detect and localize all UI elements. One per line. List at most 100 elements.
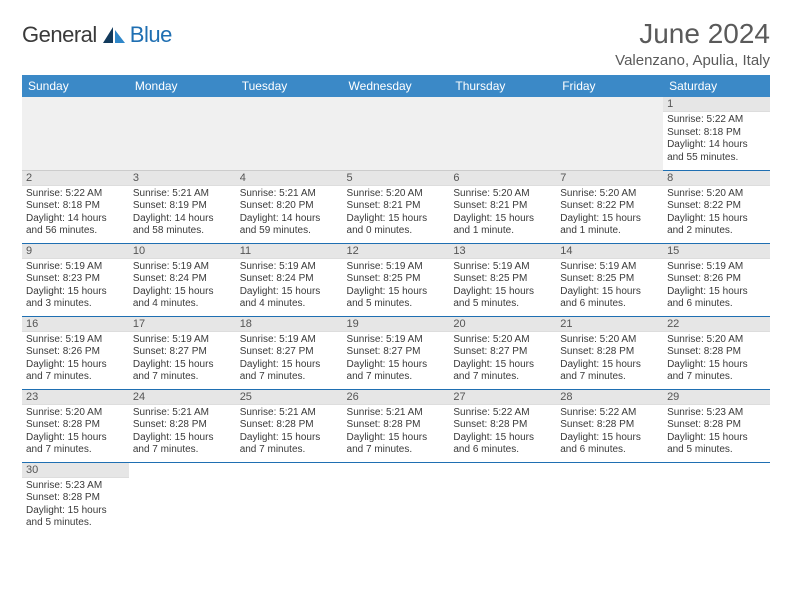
daylight-line: Daylight: 15 hours and 7 minutes. bbox=[560, 359, 659, 384]
sunrise-line: Sunrise: 5:19 AM bbox=[347, 261, 446, 274]
calendar-cell: 21Sunrise: 5:20 AMSunset: 8:28 PMDayligh… bbox=[556, 316, 663, 389]
cell-body: Sunrise: 5:19 AMSunset: 8:25 PMDaylight:… bbox=[449, 259, 556, 315]
calendar-cell: 6Sunrise: 5:20 AMSunset: 8:21 PMDaylight… bbox=[449, 170, 556, 243]
sunset-line: Sunset: 8:28 PM bbox=[667, 419, 766, 432]
sunrise-line: Sunrise: 5:20 AM bbox=[347, 188, 446, 201]
calendar-cell: 11Sunrise: 5:19 AMSunset: 8:24 PMDayligh… bbox=[236, 243, 343, 316]
sunset-line: Sunset: 8:28 PM bbox=[133, 419, 232, 432]
sunset-line: Sunset: 8:23 PM bbox=[26, 273, 125, 286]
day-number: 17 bbox=[129, 317, 236, 332]
daylight-line: Daylight: 15 hours and 2 minutes. bbox=[667, 213, 766, 238]
sunrise-line: Sunrise: 5:19 AM bbox=[26, 261, 125, 274]
sunset-line: Sunset: 8:28 PM bbox=[560, 419, 659, 432]
cell-body: Sunrise: 5:20 AMSunset: 8:28 PMDaylight:… bbox=[663, 332, 770, 388]
sunrise-line: Sunrise: 5:19 AM bbox=[453, 261, 552, 274]
calendar-cell bbox=[129, 462, 236, 535]
sunset-line: Sunset: 8:18 PM bbox=[667, 127, 766, 140]
calendar-cell: 10Sunrise: 5:19 AMSunset: 8:24 PMDayligh… bbox=[129, 243, 236, 316]
cell-body: Sunrise: 5:20 AMSunset: 8:22 PMDaylight:… bbox=[556, 186, 663, 242]
calendar-cell bbox=[22, 97, 129, 170]
daylight-line: Daylight: 15 hours and 1 minute. bbox=[560, 213, 659, 238]
calendar-cell: 19Sunrise: 5:19 AMSunset: 8:27 PMDayligh… bbox=[343, 316, 450, 389]
sunrise-line: Sunrise: 5:21 AM bbox=[133, 188, 232, 201]
calendar-cell: 30Sunrise: 5:23 AMSunset: 8:28 PMDayligh… bbox=[22, 462, 129, 535]
calendar-cell: 14Sunrise: 5:19 AMSunset: 8:25 PMDayligh… bbox=[556, 243, 663, 316]
sunset-line: Sunset: 8:20 PM bbox=[240, 200, 339, 213]
calendar-cell bbox=[236, 97, 343, 170]
daylight-line: Daylight: 14 hours and 56 minutes. bbox=[26, 213, 125, 238]
calendar-cell bbox=[236, 462, 343, 535]
daylight-line: Daylight: 15 hours and 7 minutes. bbox=[240, 432, 339, 457]
cell-body: Sunrise: 5:19 AMSunset: 8:25 PMDaylight:… bbox=[343, 259, 450, 315]
cell-body: Sunrise: 5:22 AMSunset: 8:28 PMDaylight:… bbox=[556, 405, 663, 461]
cell-body: Sunrise: 5:20 AMSunset: 8:21 PMDaylight:… bbox=[343, 186, 450, 242]
calendar-cell: 18Sunrise: 5:19 AMSunset: 8:27 PMDayligh… bbox=[236, 316, 343, 389]
day-number: 22 bbox=[663, 317, 770, 332]
day-number: 4 bbox=[236, 171, 343, 186]
sunset-line: Sunset: 8:21 PM bbox=[453, 200, 552, 213]
sunrise-line: Sunrise: 5:20 AM bbox=[667, 334, 766, 347]
sunrise-line: Sunrise: 5:20 AM bbox=[560, 334, 659, 347]
calendar-cell: 3Sunrise: 5:21 AMSunset: 8:19 PMDaylight… bbox=[129, 170, 236, 243]
calendar-cell: 7Sunrise: 5:20 AMSunset: 8:22 PMDaylight… bbox=[556, 170, 663, 243]
logo-text-blue: Blue bbox=[130, 22, 172, 48]
day-number: 12 bbox=[343, 244, 450, 259]
daylight-line: Daylight: 15 hours and 7 minutes. bbox=[347, 359, 446, 384]
day-number: 9 bbox=[22, 244, 129, 259]
sunrise-line: Sunrise: 5:20 AM bbox=[453, 334, 552, 347]
day-number: 25 bbox=[236, 390, 343, 405]
sunset-line: Sunset: 8:25 PM bbox=[560, 273, 659, 286]
col-monday: Monday bbox=[129, 75, 236, 97]
calendar-cell: 12Sunrise: 5:19 AMSunset: 8:25 PMDayligh… bbox=[343, 243, 450, 316]
sunrise-line: Sunrise: 5:22 AM bbox=[560, 407, 659, 420]
daylight-line: Daylight: 15 hours and 4 minutes. bbox=[240, 286, 339, 311]
day-number: 18 bbox=[236, 317, 343, 332]
location-label: Valenzano, Apulia, Italy bbox=[615, 52, 770, 69]
cell-body: Sunrise: 5:20 AMSunset: 8:21 PMDaylight:… bbox=[449, 186, 556, 242]
cell-body: Sunrise: 5:19 AMSunset: 8:24 PMDaylight:… bbox=[236, 259, 343, 315]
calendar-row: 1Sunrise: 5:22 AMSunset: 8:18 PMDaylight… bbox=[22, 97, 770, 170]
col-tuesday: Tuesday bbox=[236, 75, 343, 97]
daylight-line: Daylight: 15 hours and 5 minutes. bbox=[347, 286, 446, 311]
daylight-line: Daylight: 15 hours and 7 minutes. bbox=[133, 359, 232, 384]
daylight-line: Daylight: 15 hours and 5 minutes. bbox=[26, 505, 125, 530]
calendar-cell bbox=[343, 97, 450, 170]
sunset-line: Sunset: 8:27 PM bbox=[133, 346, 232, 359]
day-number: 19 bbox=[343, 317, 450, 332]
day-number: 28 bbox=[556, 390, 663, 405]
calendar-cell bbox=[129, 97, 236, 170]
daylight-line: Daylight: 15 hours and 6 minutes. bbox=[560, 432, 659, 457]
calendar-row: 23Sunrise: 5:20 AMSunset: 8:28 PMDayligh… bbox=[22, 389, 770, 462]
cell-body: Sunrise: 5:22 AMSunset: 8:18 PMDaylight:… bbox=[22, 186, 129, 242]
sunrise-line: Sunrise: 5:23 AM bbox=[667, 407, 766, 420]
sunset-line: Sunset: 8:27 PM bbox=[240, 346, 339, 359]
sunrise-line: Sunrise: 5:19 AM bbox=[240, 334, 339, 347]
calendar-cell: 17Sunrise: 5:19 AMSunset: 8:27 PMDayligh… bbox=[129, 316, 236, 389]
calendar-cell: 8Sunrise: 5:20 AMSunset: 8:22 PMDaylight… bbox=[663, 170, 770, 243]
sunrise-line: Sunrise: 5:19 AM bbox=[347, 334, 446, 347]
day-number: 20 bbox=[449, 317, 556, 332]
sunset-line: Sunset: 8:28 PM bbox=[240, 419, 339, 432]
calendar-cell: 2Sunrise: 5:22 AMSunset: 8:18 PMDaylight… bbox=[22, 170, 129, 243]
day-number: 10 bbox=[129, 244, 236, 259]
day-number: 11 bbox=[236, 244, 343, 259]
day-number: 21 bbox=[556, 317, 663, 332]
calendar-cell bbox=[556, 462, 663, 535]
calendar-cell: 23Sunrise: 5:20 AMSunset: 8:28 PMDayligh… bbox=[22, 389, 129, 462]
sunset-line: Sunset: 8:24 PM bbox=[240, 273, 339, 286]
col-wednesday: Wednesday bbox=[343, 75, 450, 97]
daylight-line: Daylight: 15 hours and 3 minutes. bbox=[26, 286, 125, 311]
calendar-cell: 1Sunrise: 5:22 AMSunset: 8:18 PMDaylight… bbox=[663, 97, 770, 170]
cell-body: Sunrise: 5:19 AMSunset: 8:25 PMDaylight:… bbox=[556, 259, 663, 315]
sunrise-line: Sunrise: 5:20 AM bbox=[667, 188, 766, 201]
calendar-cell bbox=[343, 462, 450, 535]
daylight-line: Daylight: 15 hours and 7 minutes. bbox=[667, 359, 766, 384]
cell-body: Sunrise: 5:19 AMSunset: 8:24 PMDaylight:… bbox=[129, 259, 236, 315]
daylight-line: Daylight: 15 hours and 5 minutes. bbox=[453, 286, 552, 311]
cell-body: Sunrise: 5:21 AMSunset: 8:19 PMDaylight:… bbox=[129, 186, 236, 242]
cell-body: Sunrise: 5:19 AMSunset: 8:26 PMDaylight:… bbox=[663, 259, 770, 315]
sunset-line: Sunset: 8:21 PM bbox=[347, 200, 446, 213]
day-number: 5 bbox=[343, 171, 450, 186]
sunrise-line: Sunrise: 5:19 AM bbox=[133, 261, 232, 274]
day-number: 1 bbox=[663, 97, 770, 112]
